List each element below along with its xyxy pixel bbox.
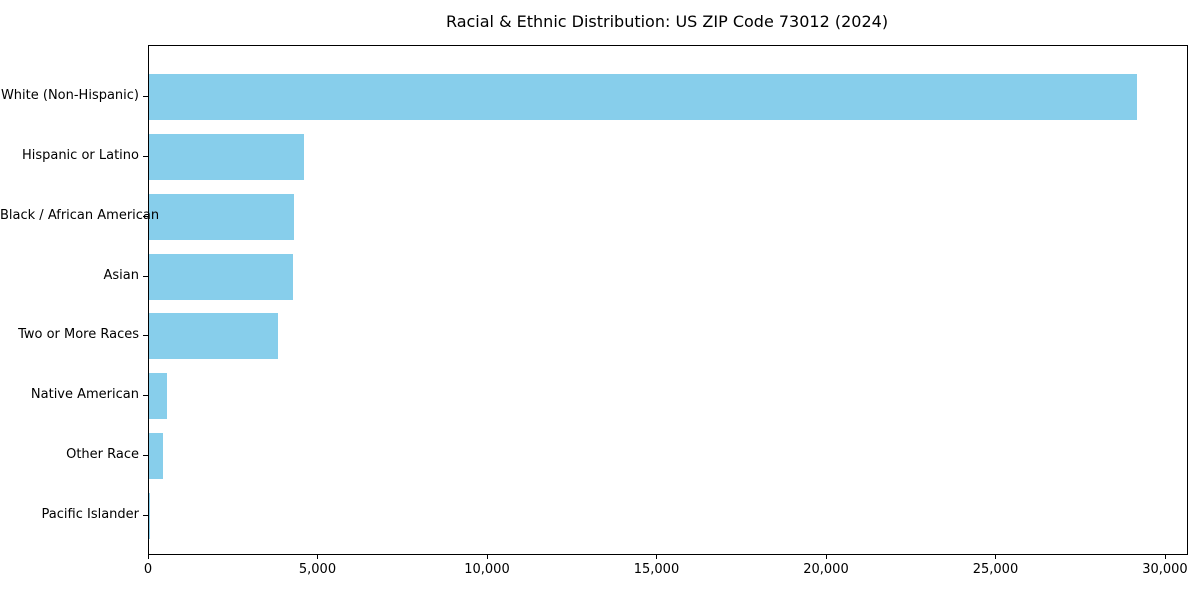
y-tick-label: Asian	[103, 267, 139, 283]
y-tick-mark	[143, 215, 148, 217]
chart-title: Racial & Ethnic Distribution: US ZIP Cod…	[445, 12, 889, 31]
bar	[149, 133, 304, 180]
y-tick-label: White (Non-Hispanic)	[0, 88, 139, 103]
x-tick-label: 0	[143, 562, 153, 577]
bar	[149, 253, 294, 300]
x-tick-mark	[1164, 554, 1166, 559]
bar	[149, 493, 150, 540]
y-tick-label: Other Race	[66, 447, 139, 463]
bar	[149, 313, 279, 360]
y-tick-mark	[143, 335, 148, 337]
y-tick-mark	[143, 96, 148, 97]
y-tick-label: Two or More Races	[18, 327, 139, 343]
x-tick-label: 5,000	[298, 562, 337, 577]
bar	[149, 433, 164, 480]
y-tick-label: Black / African American	[0, 207, 160, 223]
x-tick-mark	[317, 554, 319, 559]
y-tick-mark	[143, 155, 148, 157]
plot-area	[148, 45, 1188, 555]
y-tick-mark	[143, 515, 148, 517]
x-tick-mark	[486, 554, 488, 559]
x-tick-mark	[825, 554, 827, 559]
bar	[149, 74, 1137, 120]
bar	[149, 193, 295, 240]
y-tick-mark	[143, 455, 148, 457]
x-tick-label: 30,000	[1142, 562, 1188, 577]
x-tick-label: 15,000	[633, 562, 680, 577]
x-tick-label: 10,000	[464, 562, 510, 577]
x-tick-mark	[656, 554, 658, 559]
y-tick-label: Hispanic or Latino	[21, 147, 139, 163]
y-tick-label: Pacific Islander	[41, 507, 139, 523]
y-tick-mark	[143, 275, 148, 277]
x-tick-mark	[148, 554, 149, 559]
bar	[149, 373, 167, 420]
y-tick-label: Native American	[30, 387, 139, 403]
x-tick-label: 25,000	[972, 562, 1019, 577]
y-tick-mark	[143, 395, 148, 397]
x-tick-label: 20,000	[803, 562, 849, 577]
x-tick-mark	[995, 554, 997, 559]
